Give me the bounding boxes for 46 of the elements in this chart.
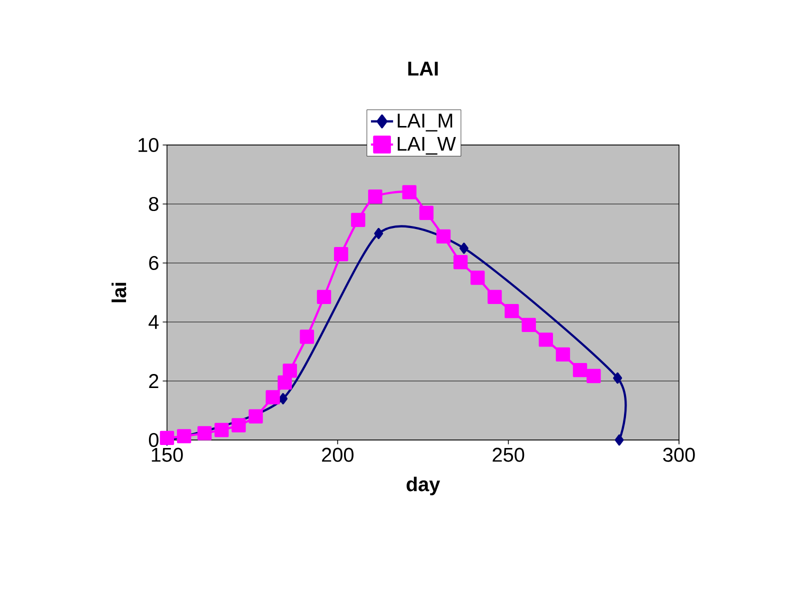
point <box>453 255 468 270</box>
x-axis-title: day <box>406 476 440 496</box>
point <box>374 228 384 240</box>
point <box>402 185 416 200</box>
legend-label: LAI_M <box>398 114 452 132</box>
point <box>470 270 485 285</box>
point <box>282 364 297 378</box>
y-tick-label: 10 <box>138 138 158 152</box>
x-tick-label: 150 <box>152 448 183 462</box>
point <box>614 434 624 446</box>
y-tick-label: 0 <box>148 432 158 448</box>
x-tick-label: 250 <box>492 448 524 462</box>
point <box>176 429 192 444</box>
point <box>613 372 622 384</box>
point <box>197 426 212 440</box>
point <box>368 190 382 204</box>
point <box>436 229 451 244</box>
point <box>556 347 570 362</box>
y-axis-title: lai <box>112 282 126 302</box>
point <box>160 430 174 446</box>
y-tick-label: 2 <box>149 374 158 388</box>
legend-label: LAI_W <box>398 136 456 155</box>
point <box>300 330 314 344</box>
y-tick-label: 4 <box>148 315 159 329</box>
point <box>214 422 229 438</box>
point <box>334 247 348 262</box>
point <box>504 304 519 318</box>
point <box>248 409 263 424</box>
x-tick-label: 300 <box>663 448 695 462</box>
point <box>419 206 434 220</box>
point <box>488 290 502 304</box>
point <box>586 368 601 384</box>
point <box>316 290 332 304</box>
point <box>572 362 588 378</box>
point <box>459 242 468 254</box>
point <box>522 318 536 332</box>
point <box>278 393 288 404</box>
point <box>538 332 553 347</box>
point <box>232 418 246 432</box>
x-tick-label: 200 <box>322 448 354 462</box>
point <box>351 212 366 228</box>
chart-title: LAI <box>408 62 438 76</box>
y-tick-label: 6 <box>149 256 158 270</box>
point <box>278 375 292 390</box>
y-tick-label: 8 <box>149 196 158 212</box>
point <box>266 390 280 404</box>
